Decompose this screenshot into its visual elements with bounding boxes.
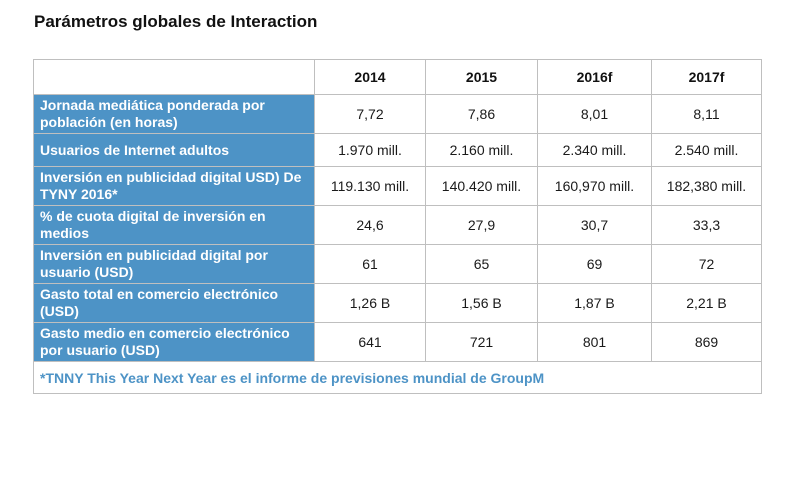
table-cell: 641 — [314, 322, 426, 362]
table-cell: 1.970 mill. — [314, 133, 426, 167]
page-title: Parámetros globales de Interaction — [34, 12, 318, 31]
row-label: Jornada mediática ponderada por població… — [33, 94, 315, 134]
table-cell: 65 — [425, 244, 538, 284]
row-label: Gasto total en comercio electrónico (USD… — [33, 283, 315, 323]
table-cell: 1,26 B — [314, 283, 426, 323]
table-cell: 72 — [651, 244, 762, 284]
footnote-row: *TNNY This Year Next Year es el informe … — [33, 361, 762, 394]
parameters-table: 2014 2015 2016f 2017f Jornada mediática … — [33, 59, 762, 394]
table-row: Jornada mediática ponderada por població… — [33, 94, 762, 134]
column-header-2016f: 2016f — [537, 59, 652, 95]
row-label: Usuarios de Internet adultos — [33, 133, 315, 167]
table-row: % de cuota digital de inversión en medio… — [33, 205, 762, 245]
table-cell: 8,11 — [651, 94, 762, 134]
table-cell: 7,86 — [425, 94, 538, 134]
column-header-2015: 2015 — [425, 59, 538, 95]
table-row: Gasto medio en comercio electrónico por … — [33, 322, 762, 362]
table-row: Gasto total en comercio electrónico (USD… — [33, 283, 762, 323]
table-cell: 1,56 B — [425, 283, 538, 323]
row-label: Inversión en publicidad digital USD) De … — [33, 166, 315, 206]
table-cell: 721 — [425, 322, 538, 362]
table-cell: 8,01 — [537, 94, 652, 134]
header-corner-cell — [33, 59, 315, 95]
row-label: Inversión en publicidad digital por usua… — [33, 244, 315, 284]
table-cell: 182,380 mill. — [651, 166, 762, 206]
table-row: Usuarios de Internet adultos 1.970 mill.… — [33, 133, 762, 167]
table-cell: 7,72 — [314, 94, 426, 134]
footnote: *TNNY This Year Next Year es el informe … — [33, 361, 762, 394]
table-row: Inversión en publicidad digital por usua… — [33, 244, 762, 284]
table-cell: 69 — [537, 244, 652, 284]
table-cell: 2.340 mill. — [537, 133, 652, 167]
table-cell: 24,6 — [314, 205, 426, 245]
table-cell: 801 — [537, 322, 652, 362]
row-label: Gasto medio en comercio electrónico por … — [33, 322, 315, 362]
table-cell: 140.420 mill. — [425, 166, 538, 206]
table-cell: 2.160 mill. — [425, 133, 538, 167]
table-cell: 2.540 mill. — [651, 133, 762, 167]
table-cell: 27,9 — [425, 205, 538, 245]
table-cell: 2,21 B — [651, 283, 762, 323]
column-header-2017f: 2017f — [651, 59, 762, 95]
table-cell: 61 — [314, 244, 426, 284]
table-cell: 30,7 — [537, 205, 652, 245]
table-cell: 33,3 — [651, 205, 762, 245]
table-header-row: 2014 2015 2016f 2017f — [33, 59, 762, 95]
table-cell: 119.130 mill. — [314, 166, 426, 206]
row-label: % de cuota digital de inversión en medio… — [33, 205, 315, 245]
table-cell: 160,970 mill. — [537, 166, 652, 206]
table-cell: 1,87 B — [537, 283, 652, 323]
column-header-2014: 2014 — [314, 59, 426, 95]
table-cell: 869 — [651, 322, 762, 362]
table-row: Inversión en publicidad digital USD) De … — [33, 166, 762, 206]
parameters-table-container: 2014 2015 2016f 2017f Jornada mediática … — [33, 59, 762, 394]
